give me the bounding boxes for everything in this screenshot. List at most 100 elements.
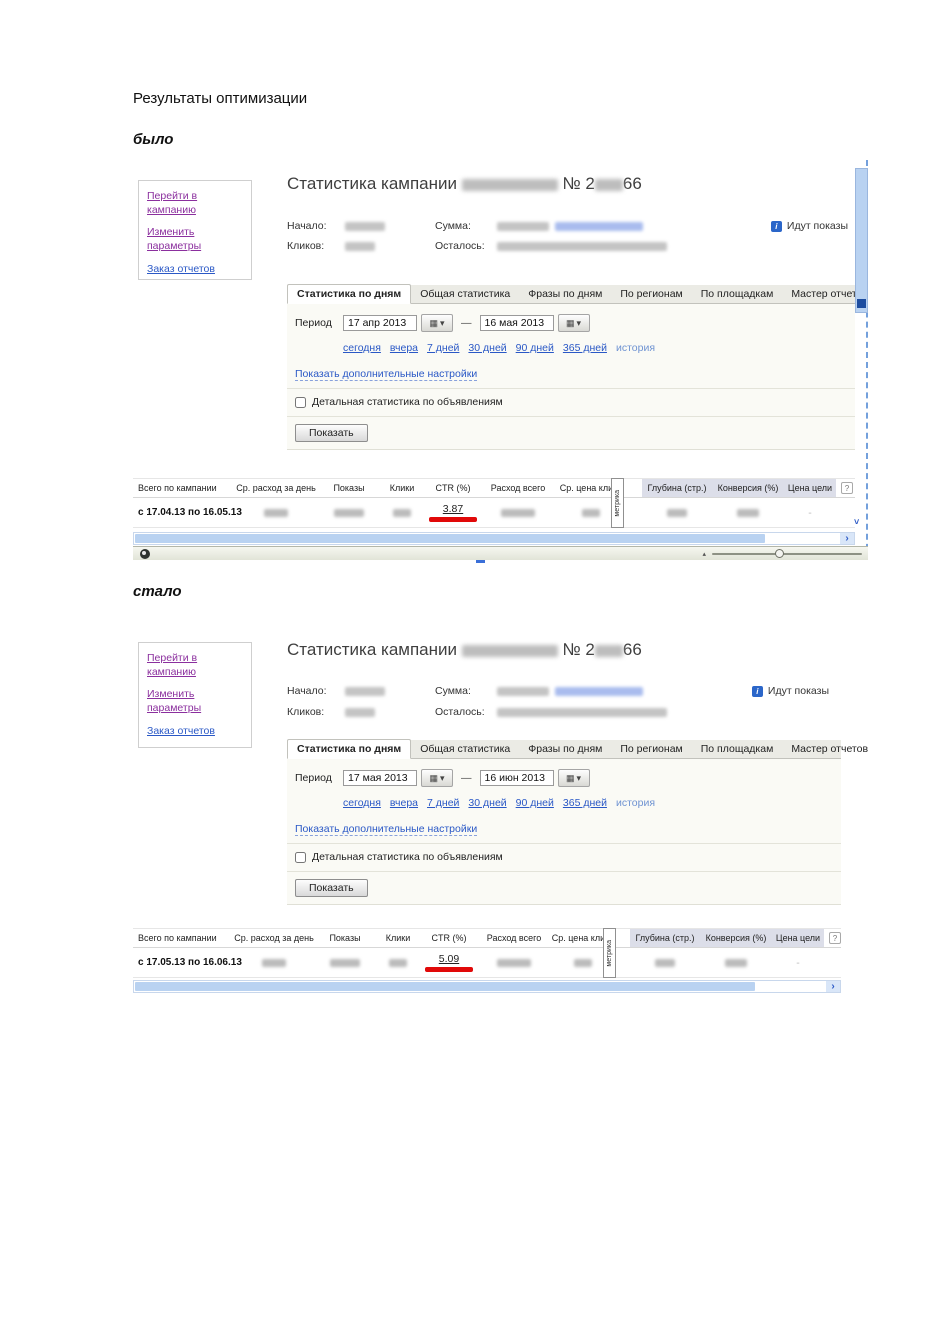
blurred-depth — [630, 957, 700, 969]
status-running-label: Идут показы — [786, 220, 848, 232]
sidebar-link-order-reports[interactable]: Заказ отчетов — [147, 262, 215, 275]
horizontal-scrollbar[interactable]: › — [133, 532, 855, 545]
quick-yesterday[interactable]: вчера — [389, 342, 419, 354]
browser-badge-icon[interactable] — [140, 549, 150, 559]
col-goal-cost: Цена цели — [784, 479, 836, 497]
tab-phrases-by-day[interactable]: Фразы по дням — [528, 743, 603, 755]
scroll-right-button[interactable]: › — [826, 981, 840, 992]
date-from-input[interactable] — [343, 315, 417, 331]
page-title: Результаты оптимизации — [133, 90, 308, 107]
quick-today[interactable]: сегодня — [343, 797, 381, 809]
blurred-sum-link — [555, 222, 643, 231]
zoom-slider[interactable] — [712, 549, 862, 558]
date-to-input[interactable] — [479, 770, 554, 786]
period-dash: — — [461, 772, 472, 784]
quick-365days[interactable]: 365 дней — [562, 797, 607, 809]
detailed-stats-checkbox[interactable] — [295, 851, 306, 863]
tab-by-placements[interactable]: По площадкам — [700, 743, 774, 755]
tab-by-placements[interactable]: По площадкам — [700, 288, 774, 300]
col-avg-day-spend: Ср. расход за день — [236, 483, 316, 493]
help-icon[interactable]: ? — [841, 482, 853, 494]
tab-phrases-by-day[interactable]: Фразы по дням — [528, 288, 603, 300]
col-total-spend: Расход всего — [490, 483, 546, 493]
chevron-down-icon: ▾ — [439, 317, 445, 328]
chevron-down-icon: ▾ — [576, 317, 582, 328]
col-campaign-total: Всего по кампании — [138, 483, 217, 493]
label-sum: Сумма: — [435, 220, 471, 232]
quick-today[interactable]: сегодня — [343, 342, 381, 354]
quick-90days[interactable]: 90 дней — [515, 797, 554, 809]
detailed-stats-row: Детальная статистика по объявлениям — [295, 396, 503, 408]
campaign-stats-title: Статистика кампании № 2 66 — [287, 640, 642, 660]
tab-report-wizard[interactable]: Мастер отчетов — [791, 743, 869, 755]
campaign-number-prefix: № 2 — [562, 640, 595, 659]
label-after: стало — [133, 583, 182, 600]
show-more-settings-link[interactable]: Показать дополнительные настройки — [295, 823, 478, 836]
detailed-stats-checkbox[interactable] — [295, 396, 306, 408]
zoom-panel-toggle-icon[interactable]: ▴ — [702, 551, 706, 558]
show-button[interactable]: Показать — [295, 879, 368, 897]
tab-by-regions[interactable]: По регионам — [620, 743, 683, 755]
scrollbar-thumb[interactable] — [135, 534, 765, 543]
tab-general-stats[interactable]: Общая статистика — [420, 288, 511, 300]
quick-history[interactable]: история — [615, 797, 656, 809]
chevron-down-icon: ▾ — [576, 772, 582, 783]
sidebar-link-goto-campaign[interactable]: Перейти в кампанию — [147, 190, 198, 216]
status-running-label: Идут показы — [767, 685, 829, 697]
zoom-slider-thumb[interactable] — [775, 549, 784, 558]
blurred-sum-value — [497, 222, 549, 231]
date-from-input[interactable] — [343, 770, 417, 786]
quick-ranges: сегодня вчера 7 дней 30 дней 90 дней 365… — [343, 797, 655, 809]
tab-general-stats[interactable]: Общая статистика — [420, 743, 511, 755]
tab-report-wizard[interactable]: Мастер отчетов — [791, 288, 869, 300]
quick-7days[interactable]: 7 дней — [427, 342, 460, 354]
quick-90days[interactable]: 90 дней — [515, 342, 554, 354]
sidebar-link-order-reports[interactable]: Заказ отчетов — [147, 724, 215, 737]
red-highlight-underline — [429, 517, 477, 522]
blurred-total-spend — [481, 507, 555, 519]
scrollbar-marker — [857, 299, 866, 308]
image-selection-handle — [476, 560, 485, 563]
col-depth: Глубина (стр.) — [642, 479, 712, 497]
quick-30days[interactable]: 30 дней — [468, 342, 507, 354]
show-more-settings-link[interactable]: Показать дополнительные настройки — [295, 368, 478, 381]
info-icon: i — [770, 220, 782, 232]
show-button[interactable]: Показать — [295, 424, 368, 442]
blurred-start-date — [345, 687, 385, 696]
tab-by-regions[interactable]: По регионам — [620, 288, 683, 300]
ctr-value: 5.09 — [438, 953, 460, 965]
period-row: Период ▦▾ — ▦▾ — [295, 314, 590, 332]
date-to-input[interactable] — [479, 315, 554, 331]
quick-365days[interactable]: 365 дней — [562, 342, 607, 354]
panel-separator — [287, 388, 855, 389]
tab-stats-by-day[interactable]: Статистика по дням — [287, 739, 412, 759]
blurred-impressions — [315, 957, 375, 969]
detailed-stats-row: Детальная статистика по объявлениям — [295, 851, 503, 863]
scroll-down-icon[interactable]: ˅ — [854, 517, 860, 527]
blurred-clicks-value — [345, 708, 375, 717]
blurred-campaign-number — [594, 644, 623, 657]
tab-stats-by-day[interactable]: Статистика по дням — [287, 284, 412, 304]
quick-30days[interactable]: 30 дней — [468, 797, 507, 809]
campaign-number-suffix: 66 — [622, 640, 642, 659]
info-icon: i — [751, 685, 763, 697]
calendar-to-button[interactable]: ▦ ▾ — [557, 769, 590, 787]
scrollbar-thumb[interactable] — [135, 982, 755, 991]
scroll-right-button[interactable]: › — [840, 533, 854, 544]
quick-history[interactable]: история — [615, 342, 656, 354]
table-row: с 17.05.13 по 16.06.13 5.09 - — [133, 948, 841, 978]
horizontal-scrollbar[interactable]: › — [133, 980, 841, 993]
calendar-to-button[interactable]: ▦ ▾ — [557, 314, 590, 332]
calendar-from-button[interactable]: ▦ ▾ — [421, 769, 453, 787]
sidebar-link-edit-params[interactable]: Изменить параметры — [147, 226, 202, 252]
blurred-start-date — [345, 222, 385, 231]
sidebar-link-goto-campaign[interactable]: Перейти в кампанию — [147, 652, 198, 678]
vertical-scrollbar[interactable] — [855, 168, 868, 313]
blurred-left-value — [497, 708, 667, 717]
quick-7days[interactable]: 7 дней — [427, 797, 460, 809]
quick-yesterday[interactable]: вчера — [389, 797, 419, 809]
calendar-from-button[interactable]: ▦ ▾ — [421, 314, 453, 332]
sidebar-link-edit-params[interactable]: Изменить параметры — [147, 688, 202, 714]
stats-table: Всего по кампании Ср. расход за день Пок… — [133, 928, 841, 978]
help-icon[interactable]: ? — [829, 932, 841, 944]
